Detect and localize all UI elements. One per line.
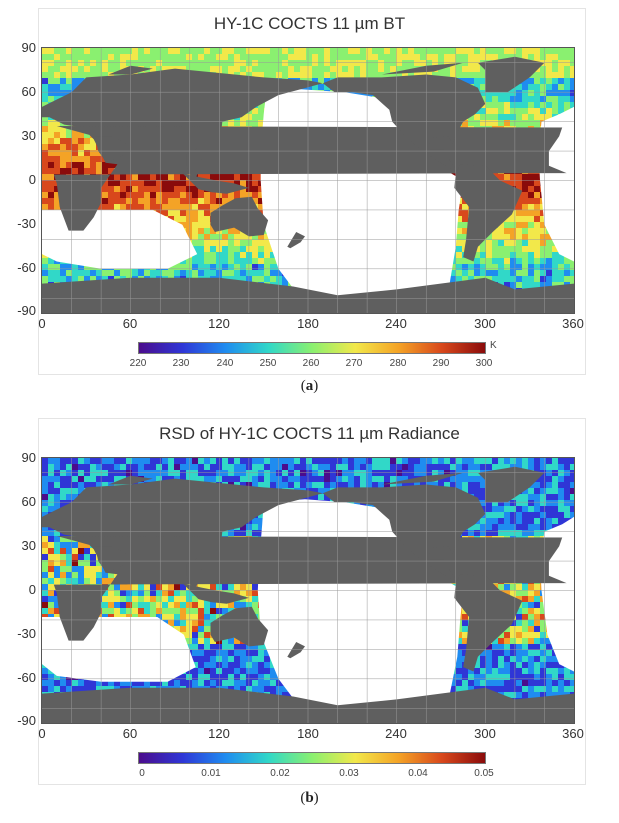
y-tick: 60 (21, 494, 36, 509)
y-tick: -30 (17, 216, 36, 231)
y-tick: 0 (28, 172, 36, 187)
colorbar-tick: 280 (389, 358, 407, 369)
subfigure-label: (b) (300, 790, 319, 806)
colorbar-tick: 0.02 (270, 768, 290, 779)
colorbar-tick: 0.01 (201, 768, 221, 779)
y-tick: -60 (17, 670, 36, 685)
x-tick: 60 (122, 726, 138, 741)
y-tick: -90 (17, 303, 36, 318)
x-tick: 240 (385, 726, 407, 741)
bt-map (41, 47, 575, 314)
x-tick: 0 (38, 316, 46, 331)
rsd-map-canvas (42, 458, 574, 723)
y-tick: -60 (17, 260, 36, 275)
x-tick: 300 (474, 726, 496, 741)
colorbar-unit: K (490, 340, 497, 351)
subfigure-letter: a (305, 378, 314, 394)
rsd-map (41, 457, 575, 724)
map-title: RSD of HY-1C COCTS 11 µm Radiance (159, 424, 460, 443)
graticule (42, 458, 574, 723)
x-tick: 0 (38, 726, 46, 741)
colorbar-tick: 0.05 (474, 768, 494, 779)
x-tick: 120 (208, 726, 230, 741)
x-tick: 240 (385, 316, 407, 331)
figure-frame (38, 418, 586, 785)
colorbar-tick: 300 (475, 358, 493, 369)
y-tick: 30 (21, 128, 36, 143)
colorbar-tick: 0.03 (339, 768, 359, 779)
colorbar-tick: 220 (129, 358, 147, 369)
x-tick: 360 (562, 316, 584, 331)
x-tick: 360 (562, 726, 584, 741)
land-mask (42, 56, 574, 313)
colorbar-tick: 230 (172, 358, 190, 369)
colorbar-tick: 290 (432, 358, 450, 369)
figure-frame (38, 8, 586, 375)
colorbar-tick: 0 (139, 768, 145, 779)
x-tick: 120 (208, 316, 230, 331)
x-tick: 60 (122, 316, 138, 331)
graticule (42, 48, 574, 313)
subfigure-label: (a) (300, 378, 319, 394)
y-tick: 60 (21, 84, 36, 99)
colorbar-tick: 250 (259, 358, 277, 369)
y-tick: 0 (28, 582, 36, 597)
subfigure-letter: b (305, 790, 314, 806)
y-tick: -90 (17, 713, 36, 728)
x-tick: 180 (297, 726, 319, 741)
colorbar-tick: 0.04 (408, 768, 428, 779)
figure-panel-a: HY-1C COCTS 11 µm BT 90 60 30 0 -30 -60 … (0, 0, 619, 410)
colorbar-tick: 240 (216, 358, 234, 369)
bt-map-canvas (42, 48, 574, 313)
figure-panel-b: RSD of HY-1C COCTS 11 µm Radiance 90 60 … (0, 410, 619, 823)
y-tick: 90 (21, 450, 36, 465)
map-title: HY-1C COCTS 11 µm BT (213, 14, 406, 33)
x-tick: 300 (474, 316, 496, 331)
land-mask (42, 466, 574, 723)
y-tick: 90 (21, 40, 36, 55)
y-tick: 30 (21, 538, 36, 553)
colorbar-tick: 270 (345, 358, 363, 369)
colorbar (138, 752, 486, 764)
x-tick: 180 (297, 316, 319, 331)
y-tick: -30 (17, 626, 36, 641)
colorbar-tick: 260 (302, 358, 320, 369)
colorbar (138, 342, 486, 354)
